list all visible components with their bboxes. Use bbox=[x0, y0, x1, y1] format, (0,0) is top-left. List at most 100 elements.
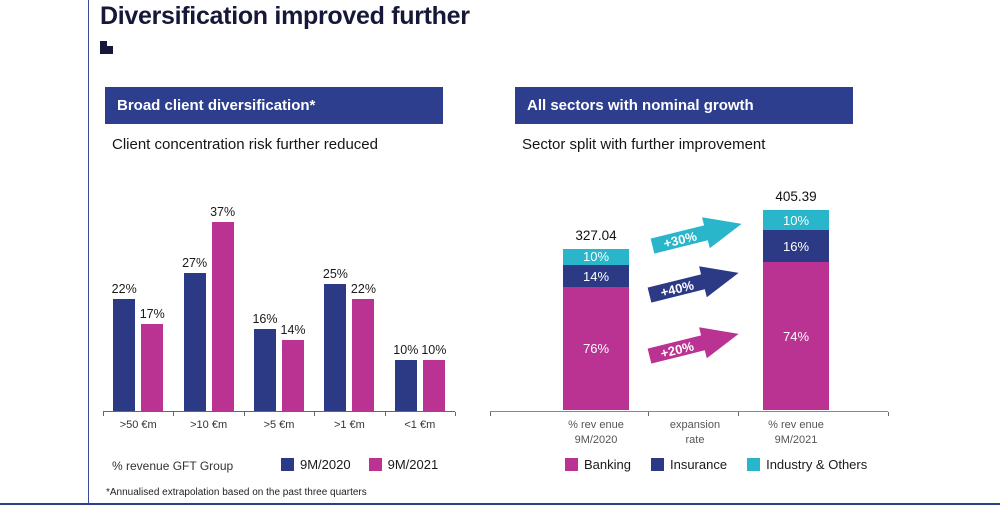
legend-item-9M/2020: 9M/2020 bbox=[281, 457, 351, 472]
bar-group-5: 10% 10% bbox=[385, 343, 455, 411]
legend-label: Insurance bbox=[669, 457, 728, 472]
axis-tick bbox=[384, 412, 386, 416]
growth-arrow-label: +40% bbox=[658, 276, 696, 300]
bar-value-label: 25% bbox=[322, 266, 348, 281]
legend-swatch bbox=[650, 458, 664, 471]
bar-group-3: 16% 14% bbox=[244, 312, 314, 411]
bar-value-label: 10% bbox=[421, 343, 447, 357]
page-title: Diversification improved further bbox=[100, 2, 470, 30]
bar-value-label: 37% bbox=[210, 205, 236, 220]
axis-tick bbox=[737, 412, 739, 416]
stacked-bar-2020: 327.04 10% 14% 76% bbox=[563, 228, 629, 410]
x-label-line: 9M/2020 bbox=[574, 434, 618, 447]
category-label: <1 €m bbox=[404, 419, 436, 431]
stack-bar: 10% 14% 76% bbox=[563, 248, 629, 410]
bar-column: 25% bbox=[322, 266, 348, 411]
left-panel-header: Broad client diversification* bbox=[105, 87, 443, 124]
stack-total-label: 327.04 bbox=[575, 227, 617, 243]
growth-arrow-industry-others: +30% bbox=[648, 208, 745, 261]
axis-tick bbox=[173, 412, 175, 416]
bar-column: 17% bbox=[140, 307, 165, 411]
bar-group-4: 25% 22% bbox=[314, 266, 384, 411]
left-chart-legend: 9M/2020 9M/2021 bbox=[281, 457, 438, 472]
stack-bar: 10% 16% 74% bbox=[763, 210, 829, 410]
category-label: >50 €m bbox=[119, 419, 157, 431]
bar-column: 10% bbox=[421, 343, 446, 411]
gft-logo-mark bbox=[100, 41, 113, 54]
bar-9M/2021 bbox=[211, 222, 234, 411]
bar-value-label: 10% bbox=[393, 343, 419, 357]
bar-column: 22% bbox=[112, 282, 137, 411]
legend-label: Banking bbox=[584, 457, 631, 472]
axis-tick bbox=[314, 412, 316, 416]
bar-9M/2020 bbox=[183, 273, 206, 411]
bar-9M/2021 bbox=[282, 339, 305, 411]
category-label: >5 €m bbox=[263, 419, 295, 431]
bar-9M/2020 bbox=[394, 360, 417, 411]
x-label-line: % rev enue bbox=[568, 419, 624, 431]
legend-label: 9M/2020 bbox=[300, 457, 351, 472]
growth-arrow-banking: +20% bbox=[645, 318, 742, 371]
bar-9M/2021 bbox=[422, 360, 445, 411]
x-label-line: 9M/2021 bbox=[774, 434, 818, 447]
category-label: >1 €m bbox=[333, 419, 365, 431]
bar-value-label: 16% bbox=[252, 312, 278, 327]
right-chart-x-label-2021: % rev enue 9M/2021 bbox=[746, 418, 846, 449]
legend-item-Banking: Banking bbox=[565, 457, 631, 472]
legend-item-Industry & Others: Industry & Others bbox=[747, 457, 867, 472]
bar-group-2: 27% 37% bbox=[173, 205, 243, 411]
grouped-bar-chart: 22% 17% 27% 37% 16% 14% 25% 22% 10% 10% bbox=[103, 188, 455, 411]
category-label: >10 €m bbox=[190, 419, 228, 431]
left-chart-category-labels: >50 €m >10 €m >5 €m >1 €m <1 €m bbox=[103, 419, 455, 431]
growth-arrow-label: +20% bbox=[658, 337, 696, 361]
right-chart-x-label-2020: % rev enue 9M/2020 bbox=[546, 418, 646, 449]
axis-tick bbox=[490, 412, 491, 416]
axis-tick bbox=[888, 412, 889, 416]
right-chart-legend: Banking Insurance Industry & Others bbox=[565, 457, 867, 472]
segment-Banking: 76% bbox=[563, 287, 629, 410]
segment-Banking: 74% bbox=[763, 262, 829, 410]
bar-column: 37% bbox=[210, 205, 235, 411]
footnote: *Annualised extrapolation based on the p… bbox=[106, 487, 367, 498]
stack-total-label: 405.39 bbox=[775, 189, 817, 204]
left-panel-subtitle: Client concentration risk further reduce… bbox=[112, 136, 378, 153]
bottom-border-line bbox=[0, 503, 1000, 505]
axis-tick bbox=[648, 412, 649, 416]
right-panel-header: All sectors with nominal growth bbox=[515, 87, 853, 124]
bar-value-label: 22% bbox=[350, 281, 376, 296]
bar-column: 22% bbox=[351, 282, 376, 411]
right-panel-subtitle: Sector split with further improvement bbox=[522, 136, 766, 153]
left-chart-axis-caption: % revenue GFT Group bbox=[112, 459, 234, 473]
axis-tick bbox=[455, 412, 456, 416]
segment-Industry & Others: 10% bbox=[563, 248, 629, 265]
bar-9M/2020 bbox=[254, 329, 276, 411]
growth-arrow-insurance: +40% bbox=[645, 257, 742, 310]
bar-value-label: 14% bbox=[280, 322, 306, 337]
left-chart-x-axis bbox=[103, 411, 456, 416]
bar-column: 16% bbox=[252, 312, 278, 411]
bar-value-label: 22% bbox=[111, 281, 137, 296]
x-label-line: % rev enue bbox=[768, 419, 824, 431]
segment-Insurance: 14% bbox=[563, 264, 629, 288]
bar-group-1: 22% 17% bbox=[103, 282, 173, 411]
bar-value-label: 27% bbox=[182, 256, 208, 271]
bar-9M/2021 bbox=[352, 298, 375, 411]
right-chart-x-label-expansion-rate: expansion rate bbox=[645, 418, 745, 449]
x-label-line: expansion bbox=[669, 419, 721, 431]
bar-column: 10% bbox=[393, 343, 418, 411]
bar-9M/2020 bbox=[113, 298, 136, 411]
x-label-line: rate bbox=[685, 434, 705, 447]
axis-tick bbox=[243, 412, 245, 416]
bar-column: 14% bbox=[281, 323, 306, 411]
segment-Industry & Others: 10% bbox=[763, 210, 829, 230]
legend-swatch bbox=[565, 458, 578, 471]
stacked-bar-2021: 405.39 10% 16% 74% bbox=[763, 189, 829, 410]
legend-swatch bbox=[747, 458, 761, 471]
growth-arrow-label: +30% bbox=[661, 227, 699, 251]
bar-9M/2021 bbox=[141, 324, 164, 411]
legend-swatch bbox=[281, 458, 294, 471]
legend-item-9M/2021: 9M/2021 bbox=[368, 457, 438, 472]
legend-label: Industry & Others bbox=[766, 457, 868, 472]
legend-swatch bbox=[368, 458, 382, 471]
